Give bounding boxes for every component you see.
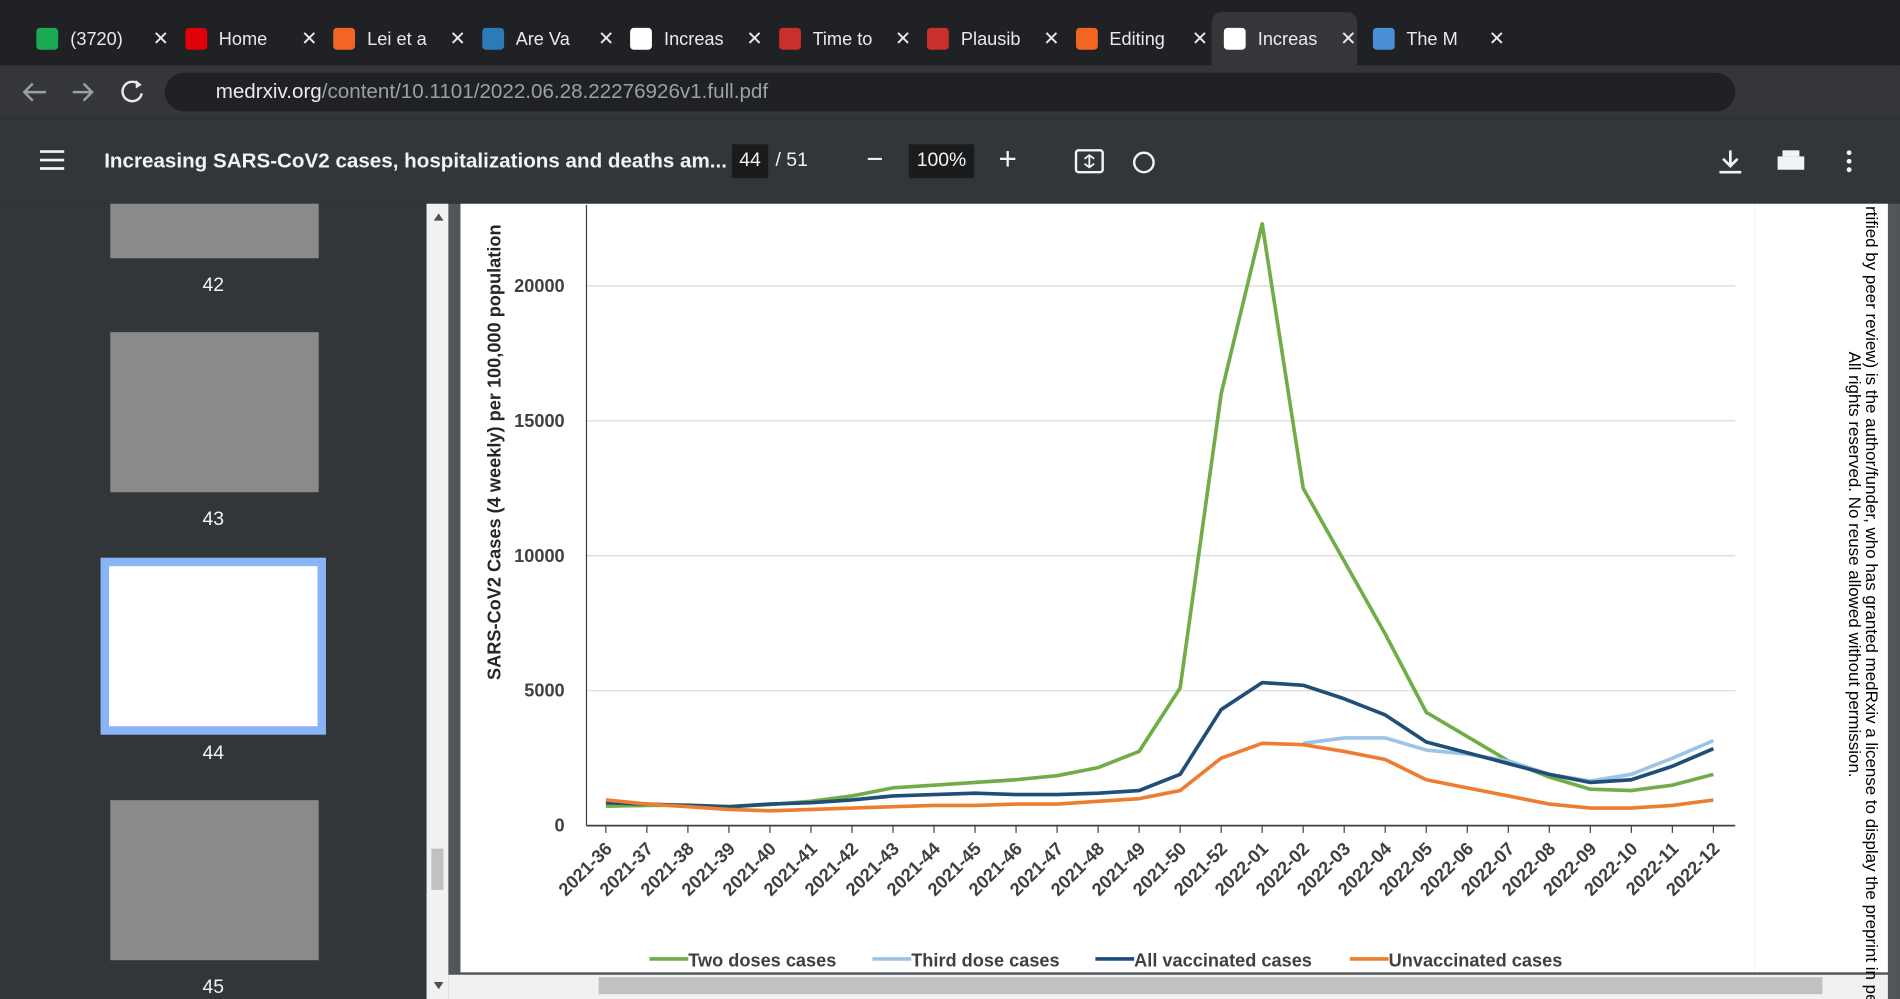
- tab-icon: [36, 27, 59, 50]
- tab-title: Lei et a: [367, 28, 427, 50]
- y-tick-label: 10000: [514, 546, 565, 566]
- thumbnail-sidebar: 42 43 44 45: [0, 203, 427, 999]
- legend-label: Two doses cases: [688, 950, 836, 970]
- thumbnail[interactable]: [110, 332, 319, 493]
- address-bar[interactable]: medrxiv.org/content/10.1101/2022.06.28.2…: [164, 72, 1736, 112]
- tab-icon: [1075, 27, 1098, 50]
- zoom-in[interactable]: +: [998, 140, 1017, 178]
- view-buttons[interactable]: [1074, 148, 1159, 177]
- tab-title: Increas: [664, 28, 724, 50]
- tab-close[interactable]: ✕: [152, 29, 169, 50]
- tab-title: Editing: [1109, 28, 1165, 50]
- tab-close[interactable]: ✕: [301, 29, 318, 50]
- notice-text: rtified by peer review) is the author/fu…: [1862, 206, 1881, 999]
- thumbnail-label: 42: [202, 275, 225, 296]
- tab-close[interactable]: ✕: [1488, 29, 1505, 50]
- tab-icon: [630, 27, 652, 50]
- thumbnail-label: 43: [202, 509, 225, 530]
- notice-text: All rights reserved. No reuse allowed wi…: [1845, 352, 1864, 778]
- thumbnail[interactable]: [110, 203, 319, 259]
- tab[interactable]: Increas ✕: [1211, 12, 1358, 66]
- tab-close[interactable]: ✕: [1191, 29, 1208, 50]
- document-title: Increasing SARS-CoV2 cases, hospitalizat…: [104, 149, 727, 173]
- tab[interactable]: Editing ✕: [1063, 12, 1208, 65]
- tab-close[interactable]: ✕: [746, 29, 763, 50]
- tab-title: Home: [218, 28, 268, 50]
- legend-label: Third dose cases: [911, 950, 1059, 970]
- legend-label: Unvaccinated cases: [1389, 950, 1563, 970]
- tab[interactable]: Are Va ✕: [470, 12, 615, 65]
- tab-close[interactable]: ✕: [597, 29, 615, 50]
- series-line: [605, 680, 1715, 809]
- tab-title: Time to: [812, 28, 873, 50]
- tab-title: Increas: [1257, 28, 1318, 50]
- menu-button[interactable]: [36, 148, 68, 172]
- thumbnail[interactable]: [110, 800, 319, 961]
- series-line: [1302, 736, 1715, 783]
- tab-title: (3720): [70, 28, 123, 50]
- y-tick-label: 15000: [514, 411, 565, 431]
- tab-title: The M: [1406, 28, 1458, 50]
- tab[interactable]: Plausib ✕: [915, 12, 1060, 65]
- tab-title: Are Va: [515, 28, 570, 50]
- tab-strip: (3720) ✕ Home ✕ Lei et a ✕ Are Va ✕ Increas ✕ Time…: [0, 0, 1900, 66]
- url-host: medrxiv.org: [215, 80, 322, 104]
- tab[interactable]: Home ✕: [173, 12, 318, 65]
- zoom-input[interactable]: 100%: [908, 144, 975, 179]
- tab-title: Plausib: [960, 28, 1021, 50]
- y-tick-label: 5000: [524, 681, 564, 701]
- pdf-toolbar: Increasing SARS-CoV2 cases, hospitalizat…: [0, 118, 1900, 204]
- tab[interactable]: The M ✕: [1360, 12, 1505, 65]
- tab-icon: [1223, 27, 1246, 50]
- page-input[interactable]: 44: [731, 144, 769, 179]
- tab-close[interactable]: ✕: [1043, 29, 1060, 50]
- y-axis-label: SARS-CoV2 Cases (4 weekly) per 100,000 p…: [484, 224, 504, 680]
- tab[interactable]: Time to ✕: [766, 12, 911, 65]
- tab-close[interactable]: ✕: [894, 29, 912, 50]
- tab[interactable]: Increas ✕: [618, 12, 763, 65]
- nav-buttons[interactable]: [0, 65, 165, 118]
- thumbnail-selected[interactable]: [100, 557, 326, 735]
- tab-icon: [184, 27, 207, 50]
- tab-close[interactable]: ✕: [449, 29, 466, 50]
- chart: 0 5000 10000 15000 20000 SARS-CoV2 Cases (4 w…: [426, 203, 1888, 999]
- actions[interactable]: [1713, 148, 1871, 177]
- series-line: [605, 741, 1714, 813]
- y-tick-label: 20000: [514, 276, 565, 296]
- y-tick-label: 0: [555, 816, 565, 836]
- tab-icon: [778, 27, 801, 50]
- pdf-viewport: 0 5000 10000 15000 20000 SARS-CoV2 Cases (4 w…: [426, 203, 1900, 999]
- tab[interactable]: Lei et a ✕: [321, 12, 466, 65]
- tab[interactable]: (3720) ✕: [24, 12, 169, 65]
- tab-icon: [481, 27, 504, 50]
- tab-icon: [333, 27, 356, 50]
- tab-icon: [926, 27, 949, 50]
- thumbnail-label: 44: [202, 743, 225, 764]
- thumbnail-label: 45: [202, 977, 225, 998]
- url-path: /content/10.1101/2022.06.28.22276926v1.f…: [321, 80, 769, 104]
- page-count: / 51: [775, 150, 808, 171]
- tab-close[interactable]: ✕: [1340, 29, 1357, 50]
- zoom-out[interactable]: −: [866, 143, 884, 176]
- tab-icon: [1372, 27, 1395, 50]
- legend-label: All vaccinated cases: [1134, 950, 1312, 970]
